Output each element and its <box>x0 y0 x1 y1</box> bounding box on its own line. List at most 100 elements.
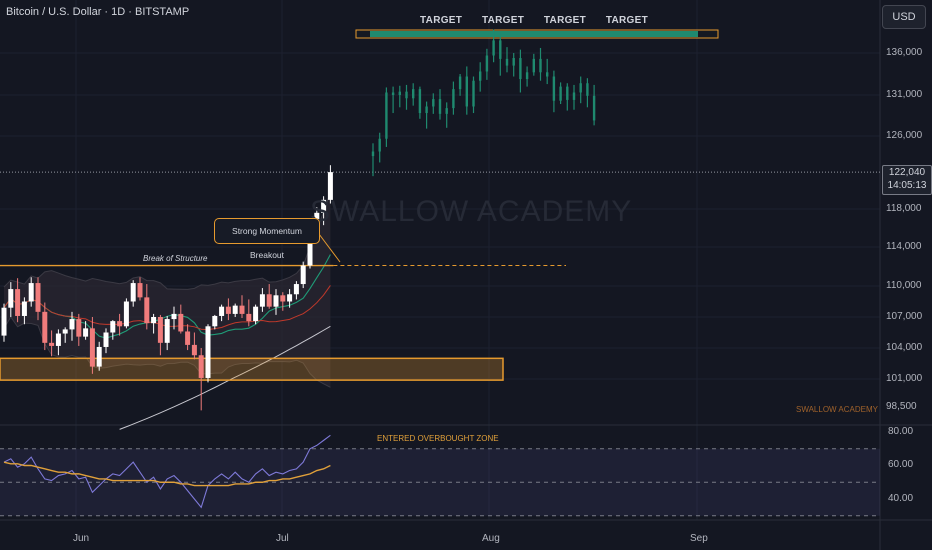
candle-body <box>239 305 245 314</box>
projection-body <box>412 89 415 99</box>
projection-body <box>505 58 509 66</box>
targets-zone <box>370 31 698 37</box>
projection-body <box>572 92 576 100</box>
candle-body <box>1 307 7 336</box>
projection-body <box>371 151 375 157</box>
candle-body <box>185 331 191 345</box>
projection-body <box>452 89 455 109</box>
projection-body <box>479 71 482 81</box>
price-axis-label: 131,000 <box>886 89 923 100</box>
candle-body <box>28 283 34 302</box>
candle-body <box>287 294 293 302</box>
candle-body <box>205 326 211 378</box>
price-axis-label: 107,000 <box>886 311 923 322</box>
price-axis-label: 101,000 <box>886 373 923 384</box>
candle-body <box>69 319 75 330</box>
currency-button[interactable]: USD <box>882 5 926 29</box>
candle-body <box>253 306 259 322</box>
projection-body <box>492 40 495 56</box>
candle-body <box>62 329 68 334</box>
target-label: TARGET <box>543 15 587 26</box>
projection-body <box>532 58 535 73</box>
break-of-structure-label: Break of Structure <box>143 254 208 263</box>
candle-body <box>164 319 170 343</box>
targets-label-group: TARGET TARGET TARGET TARGET <box>420 15 648 26</box>
rsi-axis-label: 80.00 <box>888 426 914 437</box>
candle-body <box>293 284 299 295</box>
projection-body <box>391 92 395 95</box>
projection-body <box>458 76 462 90</box>
candle-countdown: 14:05:13 <box>887 180 927 191</box>
candle-body <box>42 311 48 343</box>
price-axis-label: 110,000 <box>886 280 922 291</box>
projection-body <box>512 58 515 66</box>
time-axis-label: Aug <box>482 533 500 544</box>
candle-body <box>144 297 150 324</box>
projection-body <box>378 138 381 152</box>
projection-body <box>385 92 388 139</box>
candle-body <box>219 306 225 316</box>
candle-body <box>49 342 55 346</box>
target-label: TARGET <box>605 15 648 26</box>
projection-body <box>566 86 569 100</box>
rsi-axis-label: 60.00 <box>888 459 914 470</box>
candle-body <box>280 295 286 302</box>
candle-body <box>123 301 129 327</box>
demand-zone <box>0 357 504 381</box>
candle-body <box>327 172 333 200</box>
projection-body <box>485 55 489 72</box>
rsi-ma-line <box>3 461 331 487</box>
projection-body <box>586 83 589 96</box>
candle-body <box>103 332 109 347</box>
candle-body <box>171 313 177 320</box>
time-axis-label: Jun <box>73 533 90 544</box>
current-price-value: 122,040 <box>888 167 926 178</box>
watermark-small: SWALLOW ACADEMY <box>796 405 878 414</box>
price-axis-label: 118,000 <box>886 203 922 214</box>
candle-body <box>96 346 102 367</box>
candle-body <box>151 317 157 324</box>
candle-body <box>321 199 327 213</box>
candle-body <box>273 295 279 307</box>
projection-body <box>519 58 522 80</box>
candle-body <box>83 328 89 337</box>
price-axis-label: 126,000 <box>886 130 923 141</box>
target-label: TARGET <box>481 15 525 26</box>
candle-body <box>76 319 82 337</box>
projection-body <box>525 72 529 80</box>
current-price-tag: 122,040 14:05:13 <box>882 165 932 195</box>
candle-body <box>246 313 252 322</box>
projection-body <box>405 91 408 99</box>
candle-body <box>232 305 238 314</box>
candle-body <box>35 283 41 312</box>
projection-body <box>445 108 448 114</box>
projection-body <box>546 72 549 77</box>
price-axis-label: 114,000 <box>886 241 922 252</box>
projection-body <box>398 91 401 95</box>
candle-body <box>8 289 14 308</box>
candle-body <box>259 294 265 307</box>
candle-body <box>225 306 231 314</box>
candle-body <box>130 283 136 302</box>
overbought-label: ENTERED OVERBOUGHT ZONE <box>377 434 499 443</box>
projection-body <box>418 89 422 114</box>
candle-body <box>157 317 163 343</box>
price-axis-label: 104,000 <box>886 342 923 353</box>
candle-body <box>191 344 197 356</box>
rsi-line <box>3 434 331 509</box>
projection-body <box>579 83 582 93</box>
candle-body <box>300 265 306 285</box>
projection-body <box>472 80 475 107</box>
candle-body <box>15 289 21 316</box>
momentum-note[interactable]: Strong Momentum Breakout <box>214 218 320 260</box>
watermark: SWALLOW ACADEMY <box>310 195 633 228</box>
long-ma <box>119 325 331 430</box>
projection-body <box>465 76 468 107</box>
candle-body <box>21 301 27 316</box>
candle-body <box>89 328 95 367</box>
momentum-pointer <box>315 229 341 263</box>
projection-body <box>438 99 442 114</box>
candle-body <box>212 315 218 327</box>
projection-body <box>539 58 542 73</box>
